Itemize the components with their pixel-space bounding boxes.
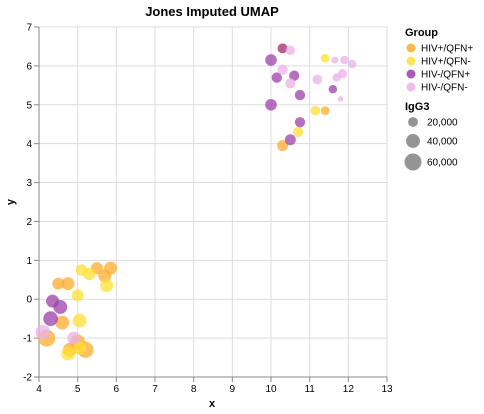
data-point [53, 300, 68, 314]
x-tick-label: 10 [265, 384, 277, 395]
data-point [340, 55, 349, 65]
series-hiv-qfn- [35, 45, 357, 345]
x-tick-label: 7 [152, 384, 158, 395]
x-tick-label: 8 [191, 384, 197, 395]
data-point [331, 56, 339, 64]
data-point [67, 331, 81, 345]
color-legend-title: Group [405, 27, 438, 39]
data-point [328, 84, 338, 94]
data-point [310, 105, 321, 116]
data-point [320, 106, 330, 116]
data-point [265, 98, 277, 111]
data-point [35, 324, 51, 340]
color-legend-label: HIV-/QFN- [421, 83, 468, 94]
size-legend-label: 20,000 [427, 118, 458, 129]
data-point [55, 315, 70, 330]
data-point [61, 277, 75, 291]
y-tick-label: -2 [23, 373, 32, 384]
size-legend-label: 40,000 [427, 137, 458, 148]
data-point [285, 78, 296, 89]
y-tick-label: 5 [26, 100, 32, 111]
data-point [292, 126, 304, 138]
data-point [52, 277, 65, 290]
data-point [83, 267, 96, 281]
data-point [337, 69, 348, 79]
data-point [271, 72, 282, 83]
color-legend-swatch [406, 56, 416, 66]
x-axis-title: x [209, 398, 216, 410]
data-point [289, 70, 300, 81]
x-tick-label: 9 [230, 384, 236, 395]
data-point [347, 59, 357, 69]
x-tick-label: 6 [114, 384, 120, 395]
data-point [277, 140, 289, 152]
color-legend-swatch [406, 82, 416, 92]
data-point [104, 261, 118, 275]
data-point [294, 89, 306, 101]
y-tick-label: 2 [26, 217, 32, 228]
size-legend-swatch [408, 117, 418, 127]
x-tick-label: 4 [36, 384, 42, 395]
data-point [320, 53, 330, 63]
y-tick-label: 3 [26, 178, 32, 189]
x-tick-label: 13 [381, 384, 393, 395]
data-point [61, 346, 75, 361]
series-hiv-qfn- [61, 53, 330, 361]
color-legend: Group HIV+/QFN+ HIV+/QFN- HIV-/QFN+ HIV-/QF… [405, 27, 473, 94]
data-point [277, 43, 288, 54]
x-tick-label: 5 [75, 384, 81, 395]
series-hiv-qfn- [38, 43, 330, 358]
data-point [312, 74, 323, 85]
y-tick-label: 7 [26, 23, 32, 34]
data-point [73, 341, 87, 355]
y-tick-label: 6 [26, 61, 32, 72]
size-legend-swatch [404, 153, 422, 171]
data-point [72, 313, 87, 328]
color-legend-label: HIV+/QFN+ [421, 44, 473, 55]
size-legend: IgG3 20,000 40,000 60,000 [404, 101, 458, 171]
y-tick-label: 1 [26, 256, 32, 267]
data-point [337, 96, 344, 102]
data-points [35, 43, 357, 361]
data-point [43, 311, 58, 327]
color-legend-swatch [406, 69, 416, 79]
color-legend-label: HIV+/QFN- [421, 57, 471, 68]
x-tick-label: 11 [304, 384, 315, 395]
size-legend-title: IgG3 [405, 101, 429, 113]
y-tick-label: 4 [26, 139, 32, 150]
size-legend-swatch [406, 134, 420, 148]
chart-title: Jones Imputed UMAP [145, 4, 279, 19]
color-legend-swatch [406, 43, 416, 53]
series-hiv-qfn- [43, 43, 338, 327]
y-tick-label: -1 [23, 334, 32, 345]
data-point [285, 45, 295, 55]
y-tick-label: 0 [26, 295, 32, 306]
data-point [284, 134, 296, 146]
x-tick-label: 12 [343, 384, 355, 395]
data-point [277, 64, 288, 75]
color-legend-label: HIV-/QFN+ [421, 70, 470, 81]
y-axis-title: y [5, 198, 17, 205]
data-point [100, 279, 114, 293]
data-point [71, 289, 84, 302]
data-point [265, 54, 277, 66]
size-legend-label: 60,000 [427, 158, 458, 169]
data-point [294, 117, 306, 128]
